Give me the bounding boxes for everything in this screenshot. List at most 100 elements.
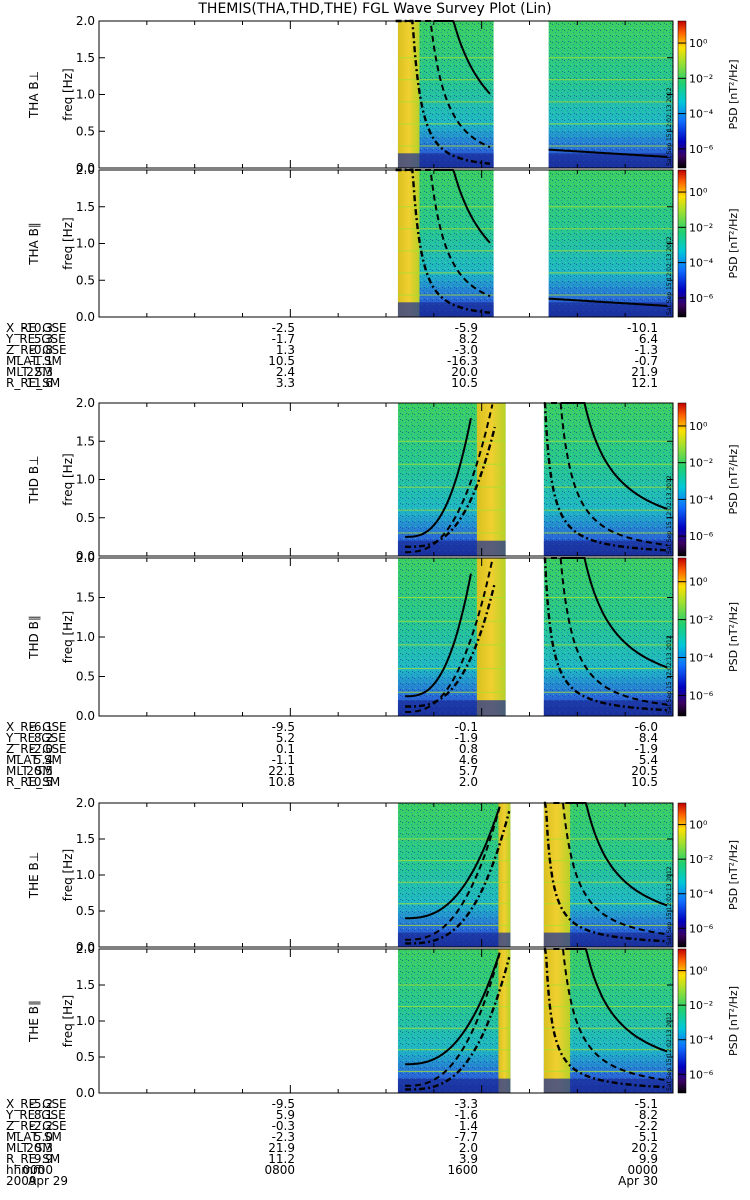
gyrofrequency-curve xyxy=(551,557,668,706)
ephemeris-value: 5.0 xyxy=(33,1130,53,1144)
spectrogram-panel-5: 0.0 0.5 1.0 1.5 2.0 THE B⊥ freq [Hz] 10⁰ 10⁻² 10⁻… xyxy=(27,796,740,954)
ephemeris-value: 2.0 xyxy=(458,1141,478,1155)
y-tick-label: 2.0 xyxy=(76,14,95,28)
gyrofrequency-curve xyxy=(405,426,496,548)
ephemeris-value: -1.3 xyxy=(634,343,658,357)
ephemeris-value: 8.4 xyxy=(638,731,658,745)
ephemeris-label: MLAT_SM xyxy=(6,753,62,767)
y-tick-label: 0.0 xyxy=(76,549,95,563)
colorbar-label: PSD [nT²/Hz] xyxy=(727,444,740,514)
year-label: 2009 xyxy=(6,1174,37,1188)
ephemeris-value: 20.5 xyxy=(26,764,53,778)
y-tick-label: 2.0 xyxy=(76,396,95,410)
colorbar-tick-label: 10⁻⁴ xyxy=(689,257,714,270)
gyrofrequency-curve xyxy=(405,573,472,698)
ephemeris-value: 3.3 xyxy=(275,376,295,390)
y-tick-label: 1.0 xyxy=(76,1014,95,1028)
low-freq-region xyxy=(397,1078,511,1093)
ephemeris-value: 8.2 xyxy=(638,1108,658,1122)
ephemeris-label: Y_RE_GSE xyxy=(6,731,66,745)
y-tick-label: 0.0 xyxy=(76,1086,95,1100)
colorbar-tick-label: 10⁰ xyxy=(689,576,708,589)
ephemeris-value: 5.1 xyxy=(638,1130,658,1144)
colorbar-tick-label: 10⁻⁶ xyxy=(689,530,714,543)
colorbar xyxy=(677,802,687,948)
y-tick-label: 1.0 xyxy=(76,473,95,487)
ephemeris-value: -5.2 xyxy=(29,1097,53,1111)
gyrofrequency-curve xyxy=(405,582,496,708)
ephemeris-value: 21.9 xyxy=(631,365,658,379)
ephemeris-row: R_RE_SM 9.9 11.2 3.9 9.9 xyxy=(0,1152,700,1166)
gyrofrequency-curve xyxy=(543,556,668,712)
ephemeris-value: 0.1 xyxy=(275,742,295,756)
ephemeris-row: Y_RE_GSE 5.3 -1.7 8.2 6.4 xyxy=(0,333,700,345)
gyrofrequency-curve xyxy=(405,806,501,920)
y-tick-label: 0.0 xyxy=(76,161,95,175)
ephemeris-value: 5.4 xyxy=(33,753,53,767)
start-date-label: Apr 29 xyxy=(28,1174,68,1188)
ephemeris-label: Z_RE_GSE xyxy=(6,742,67,756)
ephemeris-thd: X_RE_GSE -6.1 -9.5 -0.1 -6.0 Y_RE_GSE 8.2 5.2 -1… xyxy=(0,721,700,789)
ephemeris-value: 20.5 xyxy=(631,764,658,778)
low-freq-region xyxy=(543,700,673,716)
y-tick-label: 1.0 xyxy=(76,868,95,882)
spectrogram-panel-3: 0.0 0.5 1.0 1.5 2.0 THD B⊥ freq [Hz] 10⁰ 10⁻² 10⁻… xyxy=(27,396,740,563)
colorbar-tick-label: 10⁻⁶ xyxy=(689,1068,714,1081)
ephemeris-the: X_RE_GSE -5.2 -9.5 -3.3 -5.1 Y_RE_GSE 8.1 5.9 -1… xyxy=(0,1097,700,1177)
ephemeris-row: Y_RE_GSE 8.1 5.9 -1.6 8.2 xyxy=(0,1108,700,1122)
datestamp: Sat Sep 15 12:02:13 2012 xyxy=(666,87,673,166)
ephemeris-value: 5.9 xyxy=(275,1108,295,1122)
ephemeris-value: 0.8 xyxy=(458,742,478,756)
colorbar-tick-label: 10⁻⁴ xyxy=(689,108,714,121)
ephemeris-value: -16.3 xyxy=(446,354,478,368)
ephemeris-value: -2.2 xyxy=(634,1119,658,1133)
low-freq-region xyxy=(543,1078,673,1093)
spectrogram-noise xyxy=(548,21,673,168)
colorbar-tick-label: 10⁻⁶ xyxy=(689,292,714,305)
ephemeris-value: -3.0 xyxy=(454,343,478,357)
colorbar-tick-label: 10⁰ xyxy=(689,819,708,832)
colorbar-tick-label: 10⁰ xyxy=(689,186,708,199)
gyrofrequency-curve xyxy=(405,956,511,1091)
y-tick-label: 2.0 xyxy=(76,551,95,565)
panel-label: THA B⊥ xyxy=(27,71,41,119)
ephemeris-value: -2.0 xyxy=(29,742,53,756)
gyrofrequency-curve xyxy=(405,953,501,1087)
ephemeris-value: -0.3 xyxy=(271,1119,295,1133)
ephemeris-value: 1.4 xyxy=(458,1119,478,1133)
y-axis-label: freq [Hz] xyxy=(61,849,75,901)
datestamp: Sat Sep 15 12:02:13 2012 xyxy=(666,236,673,315)
psd-band xyxy=(476,403,506,556)
colorbar-tick-label: 10⁻⁶ xyxy=(689,689,714,702)
ephemeris-value: 10.5 xyxy=(268,354,295,368)
spectrogram-panel-1: 0.0 0.5 1.0 1.5 2.0 THA B⊥ freq [Hz] 10⁰ 10⁻² 10⁻… xyxy=(27,14,740,175)
ephemeris-value: 10.5 xyxy=(26,775,53,789)
ephemeris-value: -2.2 xyxy=(29,1119,53,1133)
colorbar-tick-label: 10⁻² xyxy=(689,853,713,866)
low-freq-region xyxy=(397,153,494,168)
ephemeris-tha: X_RE_GSE -10.3 -2.5 -5.9 -10.1 Y_RE_GSE 5.3 -1.… xyxy=(0,321,700,390)
y-tick-label: 1.5 xyxy=(76,200,95,214)
colorbar-tick-label: 10⁻² xyxy=(689,72,713,85)
colorbar-tick-label: 10⁻⁴ xyxy=(689,493,714,506)
low-freq-region xyxy=(397,302,494,317)
gyrofrequency-curve xyxy=(405,807,501,941)
y-tick-label: 0.5 xyxy=(76,670,95,684)
ephemeris-label: R_RE_SM xyxy=(6,775,61,789)
ephemeris-label: MLAT_SM xyxy=(6,354,62,368)
y-tick-label: 1.0 xyxy=(76,630,95,644)
spectrogram-panel-6: 0.0 0.5 1.0 1.5 2.0 THE B∥ freq [Hz] 10⁰ 10⁻² 10⁻… xyxy=(27,942,740,1100)
y-axis-label: freq [Hz] xyxy=(61,995,75,1047)
gyrofrequency-curve xyxy=(405,418,472,538)
ephemeris-value: -10.3 xyxy=(21,321,53,335)
ephemeris-value: 0000 xyxy=(627,1163,658,1177)
ephemeris-value: 10.8 xyxy=(268,775,295,789)
low-freq-region xyxy=(397,700,506,716)
ephemeris-label: MLT_SM xyxy=(6,365,53,379)
ephemeris-label: R_RE_SM xyxy=(6,1152,61,1166)
ephemeris-value: 20.0 xyxy=(451,365,478,379)
gyrofrequency-curve xyxy=(405,559,494,713)
ephemeris-value: -1.9 xyxy=(634,742,658,756)
psd-band xyxy=(498,803,511,947)
colorbar-label: PSD [nT²/Hz] xyxy=(727,208,740,278)
